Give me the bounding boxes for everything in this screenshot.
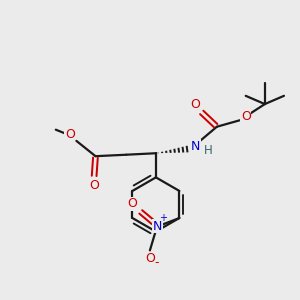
Text: H: H [204,144,212,157]
Text: O: O [65,128,75,142]
Text: O: O [190,98,200,111]
Text: O: O [241,110,250,123]
Text: -: - [154,256,159,269]
Text: O: O [128,197,137,210]
Text: O: O [89,178,99,191]
Text: O: O [146,252,155,265]
Text: +: + [159,213,167,223]
Text: N: N [153,220,162,233]
Text: N: N [191,140,200,153]
